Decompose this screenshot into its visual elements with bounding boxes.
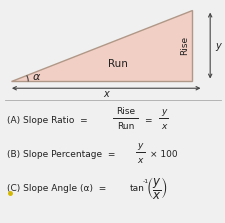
Text: (B) Slope Percentage  =: (B) Slope Percentage = (7, 150, 115, 159)
Text: × 100: × 100 (150, 150, 177, 159)
Text: y: y (160, 107, 166, 116)
Text: -1: -1 (142, 180, 148, 184)
Polygon shape (11, 10, 191, 81)
Text: Run: Run (107, 59, 127, 69)
Text: α: α (32, 72, 40, 82)
Text: x: x (160, 122, 166, 131)
Text: y: y (137, 141, 142, 150)
Text: x: x (137, 156, 142, 165)
Text: tan: tan (129, 184, 144, 193)
Text: Rise: Rise (115, 107, 134, 116)
Text: x: x (103, 89, 109, 99)
Text: (A) Slope Ratio  =: (A) Slope Ratio = (7, 116, 87, 125)
Text: Rise: Rise (179, 36, 188, 55)
Text: (C) Slope Angle (α)  =: (C) Slope Angle (α) = (7, 184, 106, 193)
Text: =: = (144, 116, 151, 125)
Text: Run: Run (116, 122, 133, 131)
Text: $\left(\dfrac{y}{x}\right)$: $\left(\dfrac{y}{x}\right)$ (145, 176, 167, 202)
Text: y: y (214, 41, 220, 51)
